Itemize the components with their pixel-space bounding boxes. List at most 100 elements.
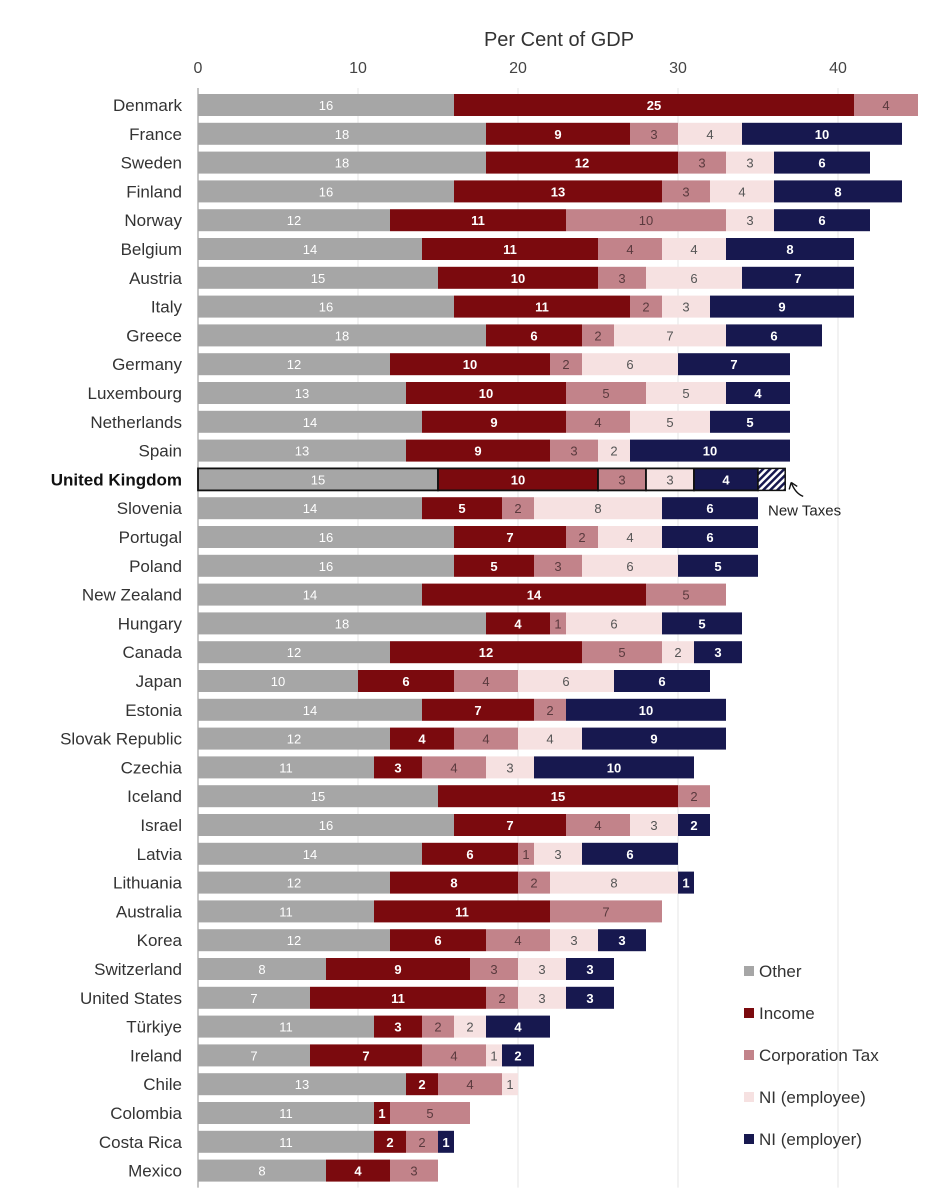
country-label: Costa Rica bbox=[99, 1133, 183, 1152]
country-label: Türkiye bbox=[126, 1018, 182, 1037]
country-label: Korea bbox=[137, 931, 183, 950]
bar-value-label: 25 bbox=[647, 98, 661, 113]
bar-value-label: 10 bbox=[815, 127, 829, 142]
bar-segment-other bbox=[198, 698, 422, 721]
country-label: Netherlands bbox=[90, 413, 182, 432]
bar-value-label: 6 bbox=[626, 559, 633, 574]
bar-segment-ni-employee- bbox=[630, 410, 710, 433]
bar-value-label: 11 bbox=[279, 1106, 293, 1121]
bar-segment-income bbox=[438, 266, 598, 289]
annotation-label: New Taxes bbox=[768, 502, 841, 519]
bar-segment-income bbox=[454, 526, 566, 548]
bar-value-label: 18 bbox=[335, 328, 349, 343]
bar-value-label: 2 bbox=[690, 789, 697, 804]
country-label: United States bbox=[80, 989, 182, 1008]
bar-value-label: 10 bbox=[511, 472, 525, 487]
bar-value-label: 2 bbox=[466, 1020, 473, 1035]
bar-value-label: 10 bbox=[639, 703, 653, 718]
bar-value-label: 6 bbox=[706, 530, 713, 545]
bar-value-label: 6 bbox=[434, 933, 441, 948]
bar-segment-income bbox=[422, 583, 646, 606]
bar-segment-ni-employee- bbox=[582, 353, 678, 376]
bar-segment-other bbox=[198, 266, 438, 289]
country-label: Poland bbox=[129, 557, 182, 576]
bar-segment-income bbox=[390, 641, 582, 664]
bar-segment-ni-employer- bbox=[678, 814, 710, 836]
bar-value-label: 12 bbox=[575, 156, 589, 171]
bar-segment-corporation-tax bbox=[502, 497, 534, 520]
bar-value-label: 8 bbox=[786, 242, 793, 257]
bar-segment-income bbox=[390, 929, 486, 952]
bar-segment-ni-employer- bbox=[726, 324, 822, 347]
bar-value-label: 4 bbox=[354, 1164, 362, 1179]
bar-segment-ni-employee- bbox=[662, 641, 694, 664]
bar-value-label: 2 bbox=[530, 876, 537, 891]
bar-value-label: 12 bbox=[287, 213, 301, 228]
bar-value-label: 4 bbox=[514, 616, 522, 631]
bar-value-label: 3 bbox=[714, 645, 721, 660]
bar-value-label: 8 bbox=[834, 184, 841, 199]
bar-segment-other bbox=[198, 1073, 406, 1096]
bar-segment-other bbox=[198, 929, 390, 952]
x-axis-ticks: 0 10 20 30 40 bbox=[194, 60, 847, 77]
bar-value-label: 11 bbox=[279, 1020, 293, 1035]
bar-value-label: 18 bbox=[335, 156, 349, 171]
new-taxes-hatched-segment bbox=[757, 467, 786, 492]
bar-segment-ni-employer- bbox=[534, 756, 694, 779]
bar-value-label: 3 bbox=[650, 818, 657, 833]
bar-segment-corporation-tax bbox=[566, 526, 598, 548]
bar-segment-corporation-tax bbox=[454, 727, 518, 750]
bar-value-label: 14 bbox=[303, 415, 317, 430]
bar-segment-ni-employer- bbox=[774, 180, 902, 203]
bar-segment-other bbox=[198, 180, 454, 203]
bar-segment-corporation-tax bbox=[582, 324, 614, 347]
bar-value-label: 6 bbox=[658, 674, 665, 689]
bar-segment-ni-employee- bbox=[662, 238, 726, 260]
bar-value-label: 4 bbox=[450, 760, 457, 775]
bar-value-label: 7 bbox=[250, 991, 257, 1006]
annotation-arrow bbox=[790, 482, 804, 498]
bar-value-label: 4 bbox=[882, 98, 889, 113]
bar-value-label: 1 bbox=[378, 1106, 385, 1121]
bar-segment-income bbox=[422, 410, 566, 433]
bar-value-label: 13 bbox=[295, 1077, 309, 1092]
country-label: Estonia bbox=[125, 701, 182, 720]
bar-segment-other bbox=[198, 526, 454, 548]
legend-swatch bbox=[744, 1134, 754, 1144]
bar-value-label: 2 bbox=[546, 703, 553, 718]
country-label: United Kingdom bbox=[51, 470, 182, 489]
bar-segment-income bbox=[390, 871, 518, 894]
bar-segment-other bbox=[198, 497, 422, 520]
bar-value-label: 4 bbox=[482, 732, 489, 747]
bar-value-label: 2 bbox=[610, 444, 617, 459]
bar-value-label: 4 bbox=[722, 472, 730, 487]
bar-segment-income bbox=[486, 151, 678, 174]
bar-value-label: 9 bbox=[778, 300, 785, 315]
bar-value-label: 7 bbox=[250, 1048, 257, 1063]
bar-value-label: 5 bbox=[682, 386, 689, 401]
bar-value-label: 3 bbox=[554, 559, 561, 574]
bar-segment-other bbox=[198, 94, 454, 116]
country-label: Czechia bbox=[121, 758, 183, 777]
bar-value-label: 3 bbox=[506, 760, 513, 775]
bar-segment-ni-employer- bbox=[582, 727, 726, 750]
bar-value-label: 1 bbox=[506, 1077, 513, 1092]
bar-segment-other bbox=[198, 468, 438, 491]
bar-segment-corporation-tax bbox=[550, 353, 582, 376]
bar-value-label: 10 bbox=[463, 357, 477, 372]
bar-value-label: 1 bbox=[490, 1048, 497, 1063]
bar-value-label: 6 bbox=[530, 328, 537, 343]
bar-segment-ni-employee- bbox=[726, 209, 774, 232]
bar-segment-income bbox=[310, 986, 486, 1009]
bar-segment-corporation-tax bbox=[438, 1073, 502, 1096]
bar-value-label: 1 bbox=[522, 847, 529, 862]
bar-value-label: 3 bbox=[682, 300, 689, 315]
legend-label: NI (employee) bbox=[759, 1088, 866, 1107]
bar-segment-ni-employer- bbox=[678, 353, 790, 376]
bar-value-label: 3 bbox=[538, 991, 545, 1006]
bar-segment-corporation-tax bbox=[598, 266, 646, 289]
bar-segment-ni-employer- bbox=[630, 439, 790, 462]
bar-segment-ni-employee- bbox=[710, 180, 774, 203]
bar-value-label: 2 bbox=[418, 1135, 425, 1150]
bar-segment-other bbox=[198, 1102, 374, 1124]
